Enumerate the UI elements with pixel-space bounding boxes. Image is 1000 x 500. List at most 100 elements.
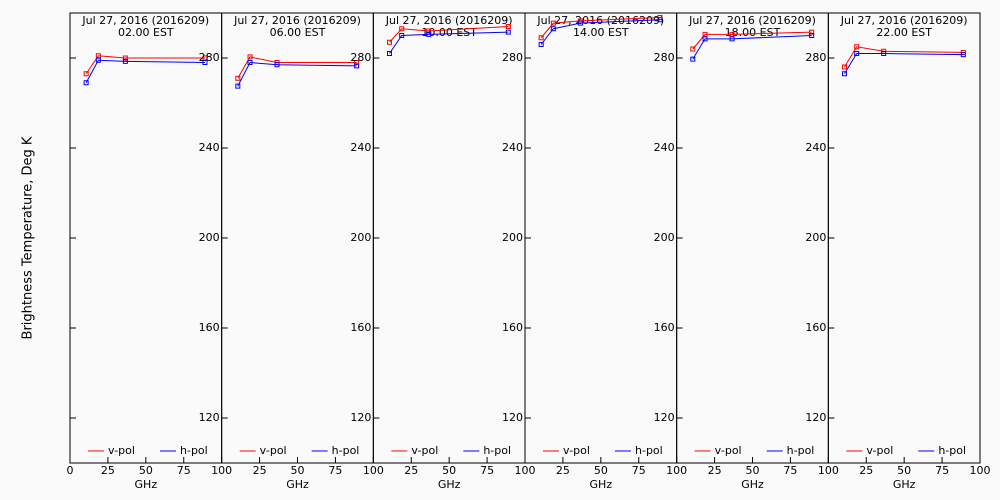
series-line (85, 59, 205, 83)
legend-label: v-pol (108, 444, 135, 457)
point (354, 60, 360, 65)
point (505, 24, 511, 29)
x-tick-label: 75 (632, 464, 646, 477)
panel-subtitle: 18.00 EST (725, 26, 781, 39)
legend-label: v-pol (866, 444, 893, 457)
legend-label: h-pol (332, 444, 360, 457)
point (83, 80, 89, 86)
x-axis-label: GHz (438, 478, 461, 491)
x-tick-label: 75 (935, 464, 949, 477)
legend-label: h-pol (938, 444, 966, 457)
x-tick-label: 50 (746, 464, 760, 477)
x-tick-label: 25 (556, 464, 570, 477)
y-tick-label: 200 (654, 231, 675, 244)
point (95, 57, 101, 63)
x-tick-label: 50 (291, 464, 305, 477)
series-line (692, 31, 812, 50)
point (841, 64, 847, 70)
point (690, 56, 696, 62)
panel-subtitle: 22.00 EST (876, 26, 932, 39)
x-axis-label: GHz (135, 478, 158, 491)
panel-title: Jul 27, 2016 (2016209) (840, 14, 968, 27)
point (809, 29, 815, 35)
point (809, 33, 815, 38)
x-tick-label: 75 (328, 464, 342, 477)
x-tick-label: 50 (442, 464, 456, 477)
point (657, 17, 663, 23)
panel-subtitle: 02.00 EST (118, 26, 174, 39)
y-tick-label: 200 (199, 231, 220, 244)
panel-title: Jul 27, 2016 (2016209) (81, 14, 209, 27)
y-tick-label: 280 (502, 51, 523, 64)
point (426, 28, 432, 34)
point (841, 71, 847, 77)
point (274, 62, 280, 68)
point (235, 75, 241, 81)
legend-label: v-pol (260, 444, 287, 457)
series-line (844, 46, 964, 68)
x-axis-label: GHz (590, 478, 613, 491)
legend-label: h-pol (787, 444, 815, 457)
y-axis-label: Brightness Temperature, Deg K (21, 136, 36, 339)
series-line (237, 61, 357, 87)
y-tick-label: 120 (350, 411, 371, 424)
point (690, 46, 696, 52)
point (538, 35, 544, 41)
point (577, 20, 583, 26)
point (202, 60, 208, 65)
x-tick-label: 50 (594, 464, 608, 477)
y-tick-label: 120 (805, 411, 826, 424)
point (235, 83, 241, 89)
series-line (692, 35, 812, 60)
legend-label: v-pol (563, 444, 590, 457)
point (854, 51, 860, 56)
point (505, 29, 511, 35)
panel-subtitle: 06.00 EST (270, 26, 326, 39)
x-tick-label: 25 (253, 464, 267, 477)
point (550, 20, 556, 26)
y-tick-label: 200 (350, 231, 371, 244)
x-tick-label: 75 (783, 464, 797, 477)
y-tick-label: 280 (654, 51, 675, 64)
point (399, 33, 405, 38)
x-tick-label: 100 (211, 464, 232, 477)
point (538, 42, 544, 47)
x-tick-label: 25 (859, 464, 873, 477)
y-tick-label: 160 (199, 321, 220, 334)
legend-label: h-pol (180, 444, 208, 457)
x-tick-label: 100 (363, 464, 384, 477)
y-tick-label: 200 (502, 231, 523, 244)
legend-label: h-pol (635, 444, 663, 457)
point (854, 44, 860, 50)
series-line (389, 26, 509, 43)
y-tick-label: 280 (350, 51, 371, 64)
point (702, 36, 708, 42)
panel-subtitle: 14.00 EST (573, 26, 629, 39)
y-tick-label: 160 (654, 321, 675, 334)
point (247, 54, 253, 60)
point (960, 52, 966, 58)
y-tick-label: 240 (654, 141, 675, 154)
y-tick-label: 160 (350, 321, 371, 334)
x-tick-label: 25 (404, 464, 418, 477)
point (881, 51, 887, 56)
y-tick-label: 240 (805, 141, 826, 154)
x-tick-label: 0 (67, 464, 74, 477)
x-tick-label: 75 (177, 464, 191, 477)
point (386, 39, 392, 45)
y-tick-label: 160 (502, 321, 523, 334)
point (550, 26, 556, 32)
x-tick-label: 25 (708, 464, 722, 477)
point (386, 51, 392, 56)
y-tick-label: 120 (502, 411, 523, 424)
legend-label: h-pol (483, 444, 511, 457)
point (122, 55, 128, 61)
point (247, 60, 253, 65)
x-axis-label: GHz (286, 478, 309, 491)
x-axis-label: GHz (741, 478, 764, 491)
y-tick-label: 240 (350, 141, 371, 154)
y-tick-label: 200 (805, 231, 826, 244)
legend-label: v-pol (715, 444, 742, 457)
